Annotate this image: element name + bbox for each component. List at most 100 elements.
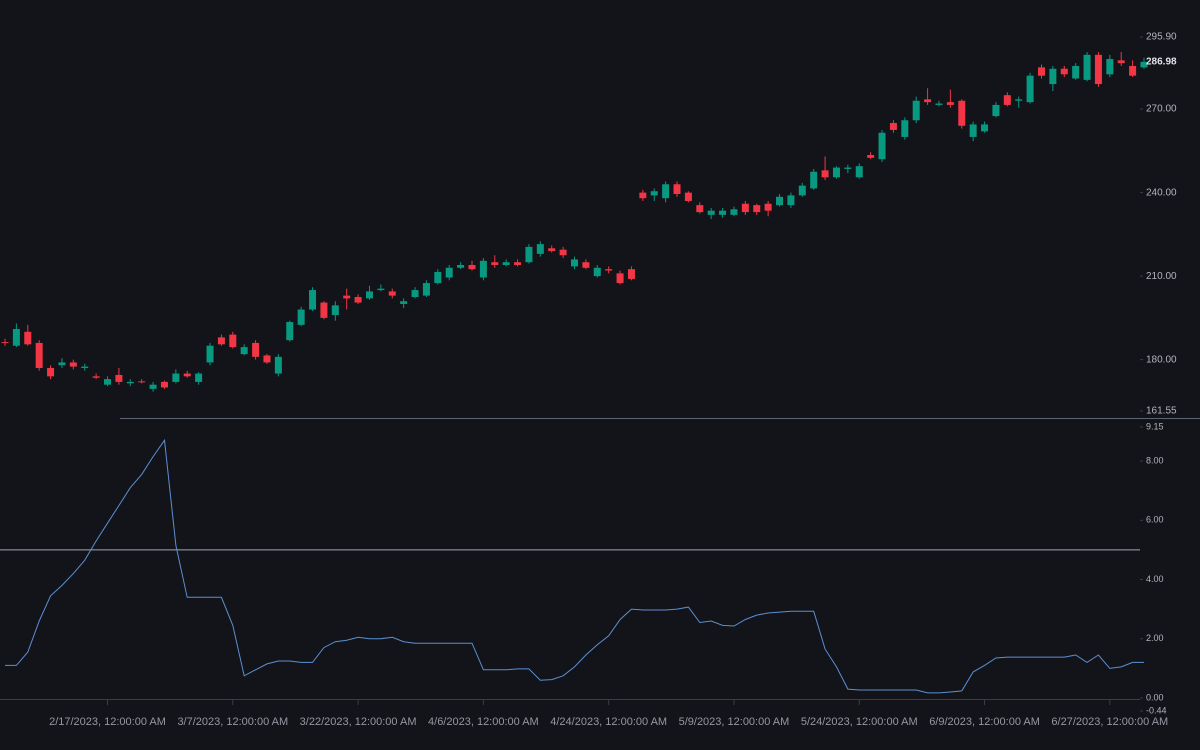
candle-body <box>411 290 419 298</box>
candle-body <box>650 191 658 196</box>
candle-body <box>855 166 863 178</box>
candle-body <box>810 171 818 189</box>
candle-body <box>47 367 55 377</box>
y-tick-label: 4.00 <box>1146 574 1164 584</box>
candle-body <box>457 264 465 268</box>
y-tick-label: -0.44 <box>1146 705 1167 715</box>
candle-body <box>81 366 89 368</box>
candle-body <box>525 246 533 263</box>
candle-body <box>12 329 20 346</box>
candle-body <box>1072 65 1080 79</box>
candle-body <box>286 322 294 341</box>
candle-body <box>719 210 727 215</box>
x-tick-label: 4/6/2023, 12:00:00 AM <box>428 716 539 728</box>
candle-body <box>730 209 738 215</box>
y-tick-label: 180.00 <box>1146 354 1177 365</box>
candle-body <box>867 155 875 158</box>
candle-body <box>422 283 430 296</box>
y-tick-label: 2.00 <box>1146 633 1164 643</box>
x-tick-label: 5/9/2023, 12:00:00 AM <box>679 716 790 728</box>
candle-body <box>263 355 271 363</box>
candle-body <box>571 259 578 267</box>
candle-body <box>58 362 66 366</box>
candle-body <box>753 205 761 213</box>
candle-body <box>388 291 396 296</box>
candle-body <box>514 262 522 265</box>
candle-body <box>536 244 544 254</box>
candle-body <box>832 167 840 178</box>
candle-body <box>183 373 191 377</box>
candle-body <box>1049 68 1057 85</box>
candle-body <box>35 342 43 368</box>
y-tick-label: 0.00 <box>1146 692 1164 702</box>
candle-body <box>149 384 157 389</box>
candle-body <box>1060 68 1068 75</box>
candle-body <box>217 337 225 345</box>
candle-body <box>1083 54 1091 80</box>
candle-body <box>297 309 305 325</box>
candle-body <box>662 184 670 199</box>
candle-body <box>798 185 806 196</box>
candle-body <box>354 297 362 303</box>
x-tick-label: 6/27/2023, 12:00:00 AM <box>1051 716 1168 728</box>
candle-body <box>309 290 317 310</box>
candle-body <box>343 295 351 299</box>
candle-body <box>741 203 749 213</box>
candle-body <box>696 205 704 213</box>
y-tick-label: 270.00 <box>1146 104 1177 115</box>
candle-body <box>104 379 112 385</box>
candle-body <box>206 345 214 363</box>
y-tick-label: 6.00 <box>1146 515 1164 525</box>
candle-body <box>1026 75 1034 103</box>
candle-body <box>787 195 795 206</box>
candle-body <box>673 184 681 195</box>
candle-body <box>240 347 248 355</box>
candle-body <box>24 331 32 345</box>
candle-body <box>764 203 772 211</box>
candle-body <box>924 99 932 103</box>
candle-body <box>331 305 339 316</box>
x-tick-label: 4/24/2023, 12:00:00 AM <box>550 716 667 728</box>
candle-body <box>1015 99 1023 101</box>
candle-body <box>274 356 282 374</box>
candle-body <box>160 381 168 388</box>
candle-body <box>707 210 715 215</box>
candle-body <box>912 100 920 121</box>
candle-body <box>92 376 100 378</box>
candle-body <box>559 249 567 256</box>
candle-body <box>901 120 909 137</box>
y-tick-label: 295.90 <box>1146 32 1177 43</box>
candle-body <box>627 269 635 279</box>
candle-body <box>593 267 601 277</box>
candle-body <box>548 248 556 252</box>
candle-body <box>365 291 373 299</box>
candle-body <box>502 262 510 265</box>
candle-body <box>889 123 897 130</box>
x-tick-label: 2/17/2023, 12:00:00 AM <box>49 716 166 728</box>
candle-body <box>1117 60 1125 64</box>
candle-body <box>616 273 624 284</box>
candle-body <box>445 267 453 278</box>
candle-body <box>138 381 146 383</box>
candle-body <box>1106 58 1114 75</box>
y-tick-label: 8.00 <box>1146 455 1164 465</box>
candle-body <box>992 104 1000 117</box>
candle-body <box>172 373 180 382</box>
candle-body <box>981 124 989 132</box>
candle-body <box>195 373 203 382</box>
candle-body <box>377 288 385 291</box>
candle-body <box>69 362 77 367</box>
candle-body <box>969 124 977 137</box>
candle-body <box>605 269 613 271</box>
x-tick-label: 6/9/2023, 12:00:00 AM <box>929 716 1040 728</box>
candle-body <box>821 170 829 178</box>
candle-body <box>582 262 590 268</box>
candle-body <box>684 192 692 201</box>
candle-body <box>468 264 476 270</box>
candle-body <box>400 301 408 304</box>
last-price-label: 286.98 <box>1146 56 1177 67</box>
candle-body <box>776 196 784 206</box>
indicator-line <box>5 438 1144 694</box>
